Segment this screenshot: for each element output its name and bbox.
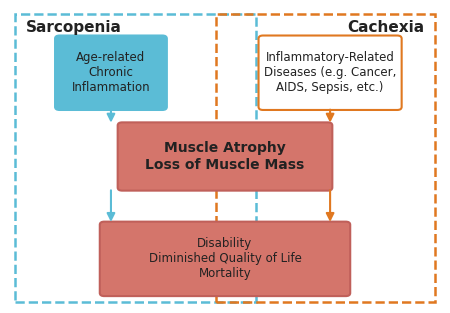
FancyBboxPatch shape — [259, 35, 402, 110]
FancyBboxPatch shape — [100, 222, 350, 296]
Text: Disability
Diminished Quality of Life
Mortality: Disability Diminished Quality of Life Mo… — [148, 237, 302, 280]
Text: Cachexia: Cachexia — [347, 20, 424, 35]
Text: Muscle Atrophy
Loss of Muscle Mass: Muscle Atrophy Loss of Muscle Mass — [145, 141, 305, 172]
Text: Sarcopenia: Sarcopenia — [26, 20, 122, 35]
FancyBboxPatch shape — [117, 122, 333, 191]
Text: Inflammatory-Related
Diseases (e.g. Cancer,
AIDS, Sepsis, etc.): Inflammatory-Related Diseases (e.g. Canc… — [264, 51, 396, 94]
FancyBboxPatch shape — [55, 35, 167, 110]
Text: Age-related
Chronic
Inflammation: Age-related Chronic Inflammation — [72, 51, 150, 94]
Bar — [216, 14, 435, 302]
Bar — [15, 14, 256, 302]
